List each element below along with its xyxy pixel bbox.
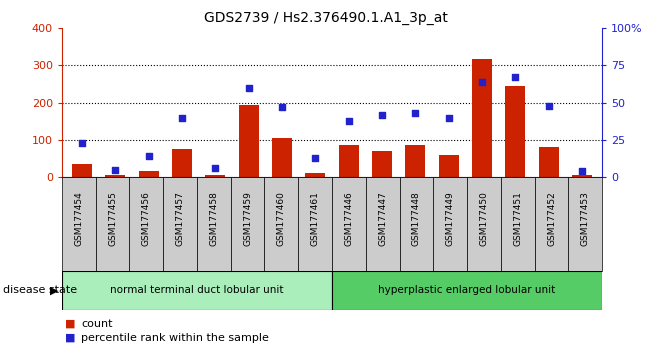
Point bbox=[377, 112, 387, 118]
Point bbox=[477, 79, 488, 85]
Text: GSM177456: GSM177456 bbox=[142, 191, 151, 246]
Bar bbox=[272, 138, 292, 177]
Text: GSM177453: GSM177453 bbox=[581, 191, 590, 246]
Text: GSM177451: GSM177451 bbox=[513, 191, 522, 246]
Point bbox=[110, 167, 120, 172]
Text: ■: ■ bbox=[65, 333, 76, 343]
Text: GSM177457: GSM177457 bbox=[176, 191, 184, 246]
Text: ■: ■ bbox=[65, 319, 76, 329]
Bar bbox=[139, 171, 159, 177]
Bar bbox=[197, 177, 230, 271]
Text: GSM177448: GSM177448 bbox=[412, 191, 421, 246]
Text: GSM177452: GSM177452 bbox=[547, 191, 556, 246]
Bar bbox=[96, 177, 130, 271]
Text: GSM177447: GSM177447 bbox=[378, 191, 387, 246]
Text: GSM177450: GSM177450 bbox=[480, 191, 488, 246]
Point bbox=[277, 104, 287, 110]
Bar bbox=[467, 177, 501, 271]
Text: disease state: disease state bbox=[3, 285, 77, 295]
Text: GSM177455: GSM177455 bbox=[108, 191, 117, 246]
Text: GSM177458: GSM177458 bbox=[210, 191, 218, 246]
Bar bbox=[366, 177, 400, 271]
Text: percentile rank within the sample: percentile rank within the sample bbox=[81, 333, 270, 343]
Bar bbox=[130, 177, 163, 271]
Bar bbox=[332, 271, 602, 310]
Text: GSM177446: GSM177446 bbox=[344, 191, 353, 246]
Bar bbox=[205, 175, 225, 177]
Text: GSM177454: GSM177454 bbox=[74, 191, 83, 246]
Bar bbox=[264, 177, 298, 271]
Bar bbox=[62, 177, 96, 271]
Bar bbox=[501, 177, 534, 271]
Bar bbox=[372, 151, 392, 177]
Point bbox=[577, 168, 587, 174]
Bar bbox=[406, 145, 425, 177]
Bar bbox=[72, 164, 92, 177]
Text: GSM177461: GSM177461 bbox=[311, 191, 320, 246]
Bar bbox=[400, 177, 434, 271]
Point bbox=[410, 110, 421, 116]
Point bbox=[510, 75, 521, 80]
Bar bbox=[439, 155, 459, 177]
Text: hyperplastic enlarged lobular unit: hyperplastic enlarged lobular unit bbox=[378, 285, 556, 295]
Bar bbox=[305, 172, 326, 177]
Bar bbox=[505, 86, 525, 177]
Point bbox=[443, 115, 454, 120]
Point bbox=[243, 85, 254, 91]
Text: ▶: ▶ bbox=[50, 285, 59, 295]
Text: count: count bbox=[81, 319, 113, 329]
Bar bbox=[332, 177, 366, 271]
Bar bbox=[434, 177, 467, 271]
Text: normal terminal duct lobular unit: normal terminal duct lobular unit bbox=[110, 285, 284, 295]
Bar bbox=[105, 175, 125, 177]
Text: GDS2739 / Hs2.376490.1.A1_3p_at: GDS2739 / Hs2.376490.1.A1_3p_at bbox=[204, 11, 447, 25]
Bar bbox=[298, 177, 332, 271]
Bar bbox=[539, 147, 559, 177]
Bar bbox=[62, 271, 332, 310]
Point bbox=[77, 140, 87, 145]
Text: GSM177449: GSM177449 bbox=[446, 191, 454, 246]
Point bbox=[310, 155, 320, 160]
Bar bbox=[239, 104, 258, 177]
Point bbox=[344, 118, 354, 123]
Bar bbox=[568, 177, 602, 271]
Bar bbox=[172, 149, 192, 177]
Bar bbox=[472, 59, 492, 177]
Bar bbox=[534, 177, 568, 271]
Point bbox=[544, 103, 554, 108]
Bar bbox=[339, 145, 359, 177]
Point bbox=[143, 153, 154, 159]
Text: GSM177460: GSM177460 bbox=[277, 191, 286, 246]
Bar bbox=[230, 177, 264, 271]
Bar bbox=[163, 177, 197, 271]
Point bbox=[176, 115, 187, 120]
Bar bbox=[572, 175, 592, 177]
Text: GSM177459: GSM177459 bbox=[243, 191, 252, 246]
Point bbox=[210, 165, 221, 171]
